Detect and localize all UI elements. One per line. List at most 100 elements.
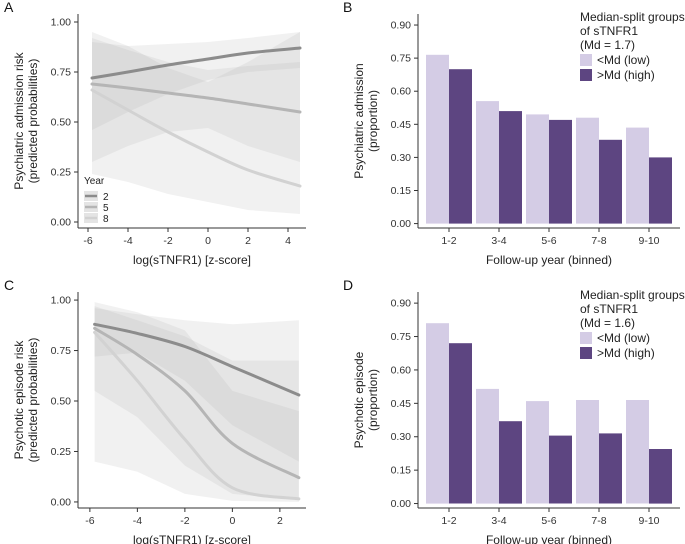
y-tick-label: 0.50 <box>51 396 72 408</box>
y-tick-label: 0.30 <box>391 431 412 443</box>
legend-label-year-5: 5 <box>103 203 109 214</box>
series-line-year-8 <box>90 88 302 188</box>
y-tick-label: 0.30 <box>391 152 412 164</box>
y-axis-label-line: (proportion) <box>366 369 380 431</box>
legend-title-line: of sTNFR1 <box>580 302 638 316</box>
y-tick-label: 0.90 <box>391 298 412 310</box>
legend-label-low: <Md (low) <box>597 53 650 67</box>
y-tick-label: 0.25 <box>51 167 72 179</box>
legend-swatch-high <box>580 69 592 81</box>
legend-label-high: >Md (high) <box>597 346 655 360</box>
series-line-year-8 <box>93 330 301 501</box>
legend-label-year-2: 2 <box>103 192 109 203</box>
bar-low-7-8 <box>576 117 599 224</box>
y-tick-label: 0.45 <box>391 119 412 131</box>
bar-low-9-10 <box>626 127 649 224</box>
x-tick-label: -4 <box>123 235 132 247</box>
y-tick-label: 0.00 <box>391 218 412 230</box>
x-tick-label: 7-8 <box>591 515 606 527</box>
x-tick-label: 2 <box>245 235 251 247</box>
legend-title-line: of sTNFR1 <box>580 24 638 38</box>
x-tick-label: 9-10 <box>638 235 659 247</box>
x-tick-label: 3-4 <box>491 515 506 527</box>
series-line-year-2 <box>90 46 302 80</box>
bar-low-5-6 <box>526 114 549 224</box>
bar-high-1-2 <box>449 69 472 224</box>
x-axis-label: log(sTNFR1) [z-score] <box>133 253 251 267</box>
x-tick-label: 1-2 <box>441 515 456 527</box>
x-tick-label: 7-8 <box>591 235 606 247</box>
series-line-year-5 <box>93 326 301 480</box>
y-tick-label: 1.00 <box>51 17 72 29</box>
series-line-year-2 <box>93 322 301 397</box>
y-axis-label: Psychotic episode risk(predicted probabi… <box>12 338 40 463</box>
y-axis-label: Psychiatric admission(proportion) <box>352 63 380 178</box>
bar-low-7-8 <box>576 400 599 504</box>
y-axis-label-line: (predicted probabilities) <box>26 338 40 463</box>
bar-high-9-10 <box>649 449 672 504</box>
y-tick-label: 0.90 <box>391 20 412 32</box>
y-axis-label-line: Psychotic episode <box>352 351 366 448</box>
legend-swatch-low <box>580 332 592 344</box>
series-line-year-5 <box>90 82 302 114</box>
legend-label-low: <Md (low) <box>597 331 650 345</box>
y-tick-label: 0.00 <box>51 217 72 229</box>
bar-high-3-4 <box>499 111 522 224</box>
bar-high-1-2 <box>449 343 472 504</box>
bar-low-9-10 <box>626 400 649 504</box>
legend-title-line: Median-split groups <box>580 288 685 302</box>
panel-c: C 0.00 0.25 0.50 0.75 1.00 log(sTNFR1) [z-scor… <box>4 277 306 544</box>
y-tick-label: 0.25 <box>51 446 72 458</box>
x-axis-label: log(sTNFR1) [z-score] <box>133 533 251 544</box>
y-tick-label: 0.15 <box>391 465 412 477</box>
confidence-band-year-2 <box>92 32 300 130</box>
x-axis-label: Follow-up year (binned) <box>486 533 612 544</box>
legend-label-year-8: 8 <box>103 214 109 225</box>
x-tick-label: -2 <box>163 235 172 247</box>
y-tick-label: 0.00 <box>391 498 412 510</box>
legend-swatch-low <box>580 54 592 66</box>
bar-low-5-6 <box>526 401 549 504</box>
y-tick-label: 0.50 <box>51 117 72 129</box>
legend-swatch-high <box>580 347 592 359</box>
legend-title: Year <box>84 176 105 187</box>
x-tick-label: -2 <box>180 515 189 527</box>
bar-high-7-8 <box>599 433 622 504</box>
panel-letter: A <box>4 0 14 15</box>
x-tick-label: 4 <box>285 235 291 247</box>
y-tick-label: 0.75 <box>51 345 72 357</box>
y-tick-label: 0.75 <box>391 53 412 65</box>
y-axis-label: Psychiatric admission risk(predicted pro… <box>12 51 40 189</box>
x-tick-label: 5-6 <box>541 235 556 247</box>
x-tick-label: 2 <box>277 515 283 527</box>
bar-low-1-2 <box>426 54 449 224</box>
confidence-band-year-2 <box>94 308 299 462</box>
y-tick-label: 0.00 <box>51 496 72 508</box>
y-axis-label-line: Psychiatric admission <box>352 63 366 178</box>
panel-a: A 0.00 0.25 0.50 0.75 1.00 log(sTNFR1) [z-scor… <box>4 0 306 267</box>
legend-title-line: (Md = 1.6) <box>580 316 635 330</box>
y-axis-label-line: (proportion) <box>366 90 380 152</box>
panel-letter: B <box>343 0 352 15</box>
x-tick-label: 0 <box>205 235 211 247</box>
x-tick-label: 1-2 <box>441 235 456 247</box>
y-tick-label: 0.15 <box>391 185 412 197</box>
y-axis-label-line: (predicted probabilities) <box>26 59 40 184</box>
panel-letter: C <box>4 277 14 293</box>
bar-high-5-6 <box>549 119 572 224</box>
legend-title-line: (Md = 1.7) <box>580 38 635 52</box>
bar-high-5-6 <box>549 435 572 504</box>
y-tick-label: 0.60 <box>391 86 412 98</box>
y-tick-label: 0.60 <box>391 364 412 376</box>
x-tick-label: -6 <box>83 235 92 247</box>
y-tick-label: 1.00 <box>51 295 72 307</box>
x-axis-label: Follow-up year (binned) <box>486 253 612 267</box>
y-tick-label: 0.75 <box>51 67 72 79</box>
x-tick-label: 5-6 <box>541 515 556 527</box>
legend-title-line: Median-split groups <box>580 10 685 24</box>
y-axis-label-line: Psychiatric admission risk <box>12 51 26 189</box>
y-axis-label: Psychotic episode(proportion) <box>352 351 380 448</box>
y-axis-label-line: Psychotic episode risk <box>12 340 26 460</box>
x-tick-label: -4 <box>133 515 142 527</box>
